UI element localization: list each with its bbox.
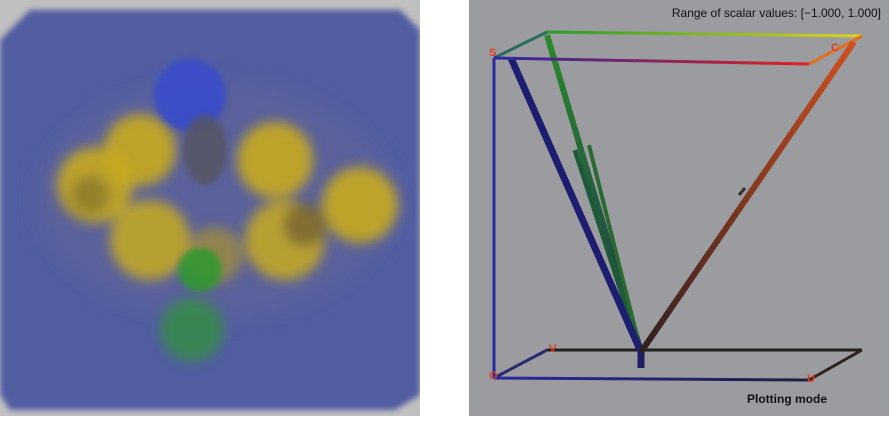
right-background [469,0,889,416]
corner-label-u: U [807,373,815,385]
dark-core [183,115,227,185]
volume-render-canvas [0,0,420,416]
plotting-mode-label[interactable]: Plotting mode [747,392,827,406]
scalar-range-label: Range of scalar values: [−1.000, 1.000] [671,6,881,20]
green-sphere-lower [160,298,224,362]
box-front-edges [492,56,811,382]
volume-render-view[interactable] [0,0,420,416]
green-sphere-upper [178,248,222,292]
plot-3d-canvas [469,0,889,416]
corner-label-o: O [489,370,498,382]
corner-label-v: V [549,343,557,355]
data-lines [507,34,857,368]
plot-3d-view[interactable]: S C V O U Range of scalar values: [−1.00… [469,0,889,416]
box-back-edges [493,30,864,382]
corner-label-c: C [831,42,839,54]
corner-label-s: S [489,47,497,59]
blue-sphere [154,59,226,131]
